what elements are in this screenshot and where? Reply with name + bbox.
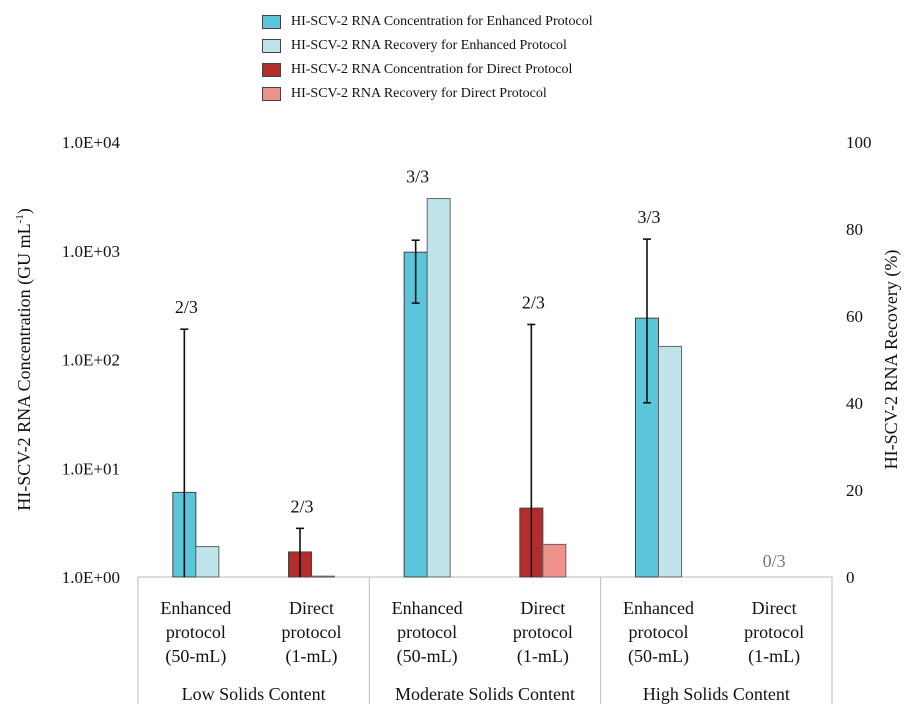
category-label-line: Direct	[289, 598, 334, 618]
right-axis-tick-label: 80	[846, 220, 863, 239]
left-axis-tick-label: 1.0E+04	[62, 133, 121, 152]
category-label-line: (1-mL)	[286, 646, 338, 667]
legend-swatch	[262, 39, 281, 53]
category-label-line: protocol	[166, 622, 226, 642]
recovery-bar	[542, 543, 567, 578]
right-axis-tick-label: 40	[846, 394, 863, 413]
legend-swatch	[262, 15, 281, 29]
detection-label: 2/3	[290, 496, 313, 516]
legend-item-direct-concentration: HI-SCV-2 RNA Concentration for Direct Pr…	[262, 58, 593, 82]
category-label-line: (1-mL)	[517, 646, 569, 667]
category-label-line: Direct	[520, 598, 565, 618]
legend-item-enhanced-recovery: HI-SCV-2 RNA Recovery for Enhanced Proto…	[262, 34, 593, 58]
category-label-line: (50-mL)	[397, 646, 458, 667]
category-label-line: protocol	[513, 622, 573, 642]
left-axis-tick-label: 1.0E+01	[62, 459, 120, 478]
category-label-line: protocol	[744, 622, 804, 642]
detection-label: 2/3	[522, 292, 545, 312]
category-label-line: protocol	[397, 622, 457, 642]
right-axis-title: HI-SCV-2 RNA Recovery (%)	[881, 250, 902, 470]
category-label-line: Enhanced	[623, 598, 694, 618]
detection-label: 0/3	[763, 551, 786, 571]
group-label: Moderate Solids Content	[395, 684, 575, 704]
chart-legend: HI-SCV-2 RNA Concentration for Enhanced …	[262, 10, 593, 106]
recovery-bar	[426, 198, 451, 578]
recovery-bar	[311, 575, 335, 578]
category-label-line: Direct	[752, 598, 797, 618]
category-label-line: (50-mL)	[165, 646, 226, 667]
detection-label: 2/3	[175, 297, 198, 317]
detection-label: 3/3	[637, 207, 660, 227]
group-label: High Solids Content	[643, 684, 790, 704]
category-label-line: Enhanced	[160, 598, 231, 618]
group-label: Low Solids Content	[182, 684, 326, 704]
left-axis-title: HI-SCV-2 RNA Concentration (GU mL-1)	[14, 208, 35, 511]
category-label-line: protocol	[629, 622, 689, 642]
recovery-bar	[195, 546, 220, 578]
legend-label: HI-SCV-2 RNA Recovery for Direct Protoco…	[291, 86, 547, 101]
right-axis-tick-label: 60	[846, 307, 863, 326]
left-axis-tick-label: 1.0E+00	[62, 568, 120, 587]
legend-item-direct-recovery: HI-SCV-2 RNA Recovery for Direct Protoco…	[262, 82, 593, 106]
legend-swatch	[262, 87, 281, 101]
legend-swatch	[262, 63, 281, 77]
detection-label: 3/3	[406, 167, 429, 187]
category-label-line: Enhanced	[392, 598, 463, 618]
category-label-line: (1-mL)	[748, 646, 800, 667]
left-axis-tick-label: 1.0E+02	[62, 351, 120, 370]
legend-label: HI-SCV-2 RNA Recovery for Enhanced Proto…	[291, 38, 567, 53]
recovery-bar	[658, 345, 682, 578]
legend-label: HI-SCV-2 RNA Concentration for Direct Pr…	[291, 62, 573, 77]
right-axis-tick-label: 20	[846, 481, 863, 500]
right-axis-tick-label: 100	[846, 133, 872, 152]
category-label-line: (50-mL)	[628, 646, 689, 667]
category-label-line: protocol	[282, 622, 342, 642]
legend-label: HI-SCV-2 RNA Concentration for Enhanced …	[291, 14, 593, 29]
right-axis-tick-label: 0	[846, 568, 855, 587]
left-axis-tick-label: 1.0E+03	[62, 242, 120, 261]
legend-item-enhanced-concentration: HI-SCV-2 RNA Concentration for Enhanced …	[262, 10, 593, 34]
